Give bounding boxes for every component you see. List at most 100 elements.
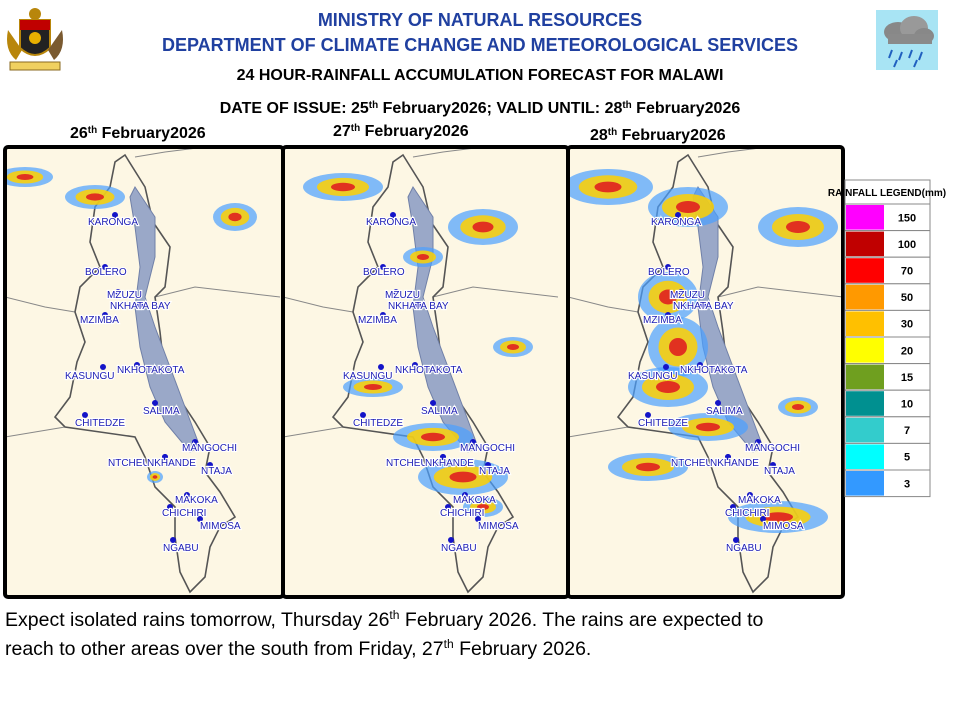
legend-label: 30: [901, 319, 913, 331]
city-label: CHICHIRI: [162, 508, 206, 519]
city-dot: [470, 439, 476, 445]
rain-area: [152, 475, 158, 479]
city-dot: [755, 439, 761, 445]
panel-date: 28th February2026: [590, 127, 726, 145]
text-part: February2026: [97, 125, 206, 142]
city-label: BOLERO: [648, 267, 690, 278]
city-dot: [663, 364, 669, 370]
country-border: [568, 296, 639, 313]
city-label: KARONGA: [366, 217, 416, 228]
city-label: BOLERO: [85, 267, 127, 278]
city-dot: [760, 516, 766, 522]
superscript: th: [88, 125, 97, 136]
legend-swatch: [846, 311, 884, 336]
legend-swatch: [846, 364, 884, 390]
city-label: MZUZU: [107, 290, 142, 301]
city-dot: [393, 289, 399, 295]
city-dot: [390, 212, 396, 218]
legend-swatch: [846, 417, 884, 443]
city-dot: [102, 264, 108, 270]
superscript: th: [389, 608, 399, 622]
city-dot: [678, 289, 684, 295]
city-label: NKHANDE: [710, 458, 759, 469]
country-border: [568, 426, 629, 438]
city-dot: [152, 400, 158, 406]
city-label: CHITEDZE: [638, 418, 688, 429]
rain-area: [16, 174, 34, 180]
city-dot: [665, 264, 671, 270]
rain-area: [792, 404, 804, 410]
legend-label: 50: [901, 292, 913, 304]
superscript: th: [622, 100, 631, 111]
rain-area: [676, 201, 700, 213]
city-label: NTAJA: [201, 466, 232, 477]
lake-malawi: [692, 186, 764, 453]
text-part: February2026; VALID UNTIL: 28: [378, 100, 622, 117]
city-dot: [475, 516, 481, 522]
city-dot: [445, 504, 451, 510]
rain-area: [594, 181, 622, 193]
city-dot: [440, 454, 446, 460]
city-label: MANGOCHI: [182, 443, 237, 454]
legend-swatch: [846, 338, 884, 363]
country-border: [5, 296, 76, 313]
city-dot: [448, 537, 454, 543]
city-label: SALIMA: [421, 406, 458, 417]
text-part: DATE OF ISSUE: 25: [220, 100, 369, 117]
city-dot: [733, 537, 739, 543]
legend-swatch: [846, 258, 884, 283]
legend-label: 150: [898, 212, 916, 224]
rain-area: [763, 512, 793, 522]
city-dot: [770, 462, 776, 468]
city-label: NKHATA BAY: [673, 301, 734, 312]
city-label: KASUNGU: [65, 371, 114, 382]
legend-title: RAINFALL LEGEND(mm): [828, 188, 946, 199]
legend-label: 100: [898, 239, 916, 251]
rain-area: [477, 504, 489, 510]
city-dot: [162, 454, 168, 460]
city-label: KARONGA: [651, 217, 701, 228]
city-label: KASUNGU: [628, 371, 677, 382]
lake-malawi: [129, 186, 201, 453]
rain-area: [86, 193, 104, 201]
rain-area: [636, 462, 660, 472]
city-dot: [645, 412, 651, 418]
city-label: NKHOTAKOTA: [395, 365, 463, 376]
legend-swatch: [846, 284, 884, 310]
city-label: SALIMA: [143, 406, 180, 417]
issue-validity: DATE OF ISSUE: 25th February2026; VALID …: [220, 100, 741, 118]
city-label: NKHANDE: [147, 458, 196, 469]
rain-area: [696, 422, 720, 432]
map-panels: 26th February2026KARONGABOLEROMZUZUNKHAT…: [3, 123, 845, 599]
malawi-outline: [53, 153, 237, 594]
panel-frame: [566, 145, 845, 599]
city-dot: [100, 364, 106, 370]
rain-area: [659, 289, 677, 305]
city-dot: [197, 516, 203, 522]
city-dot: [700, 302, 706, 308]
country-border: [717, 286, 843, 298]
panel-date: 26th February2026: [70, 125, 206, 143]
city-dot: [380, 312, 386, 318]
rain-area: [472, 221, 494, 233]
text-part: February 2026. The rains are expected to: [400, 609, 764, 631]
superscript: th: [369, 100, 378, 111]
weather-icon: [876, 10, 938, 70]
message-line: Expect isolated rains tomorrow, Thursday…: [5, 608, 764, 631]
city-label: NGABU: [163, 543, 199, 554]
country-border: [283, 296, 354, 313]
legend-label: 5: [904, 452, 910, 464]
rain-area: [331, 182, 355, 192]
forecast-message: Expect isolated rains tomorrow, Thursday…: [5, 608, 764, 660]
city-dot: [170, 537, 176, 543]
city-label: NGABU: [441, 543, 477, 554]
legend-swatch: [846, 231, 884, 257]
coat-of-arms: [7, 8, 63, 71]
